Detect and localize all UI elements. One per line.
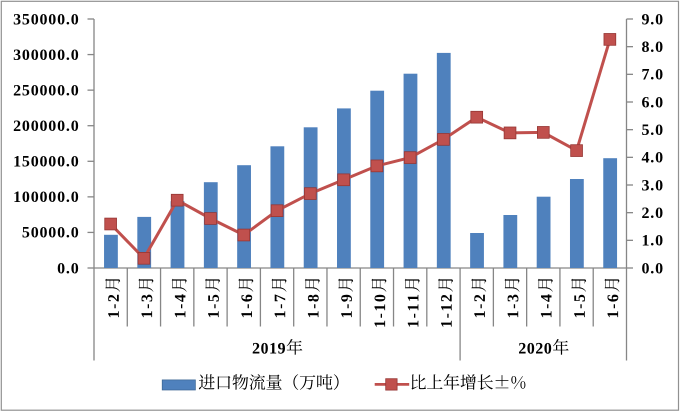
svg-text:5.0: 5.0 [642,122,664,139]
svg-text:4.0: 4.0 [642,150,664,167]
svg-text:300000.0: 300000.0 [13,47,79,64]
svg-text:7.0: 7.0 [642,67,664,84]
svg-text:100000.0: 100000.0 [13,189,79,206]
svg-text:6.0: 6.0 [642,94,664,111]
svg-text:3.0: 3.0 [642,177,664,194]
svg-text:50000.0: 50000.0 [22,225,80,242]
svg-text:350000.0: 350000.0 [13,11,79,28]
svg-text:1.0: 1.0 [642,233,664,250]
svg-text:0.0: 0.0 [57,260,79,277]
svg-text:0.0: 0.0 [642,260,664,277]
svg-text:200000.0: 200000.0 [13,118,79,135]
svg-text:9.0: 9.0 [642,11,664,28]
svg-text:8.0: 8.0 [642,39,664,56]
svg-text:250000.0: 250000.0 [13,82,79,99]
svg-text:150000.0: 150000.0 [13,154,79,171]
svg-text:2.0: 2.0 [642,205,664,222]
